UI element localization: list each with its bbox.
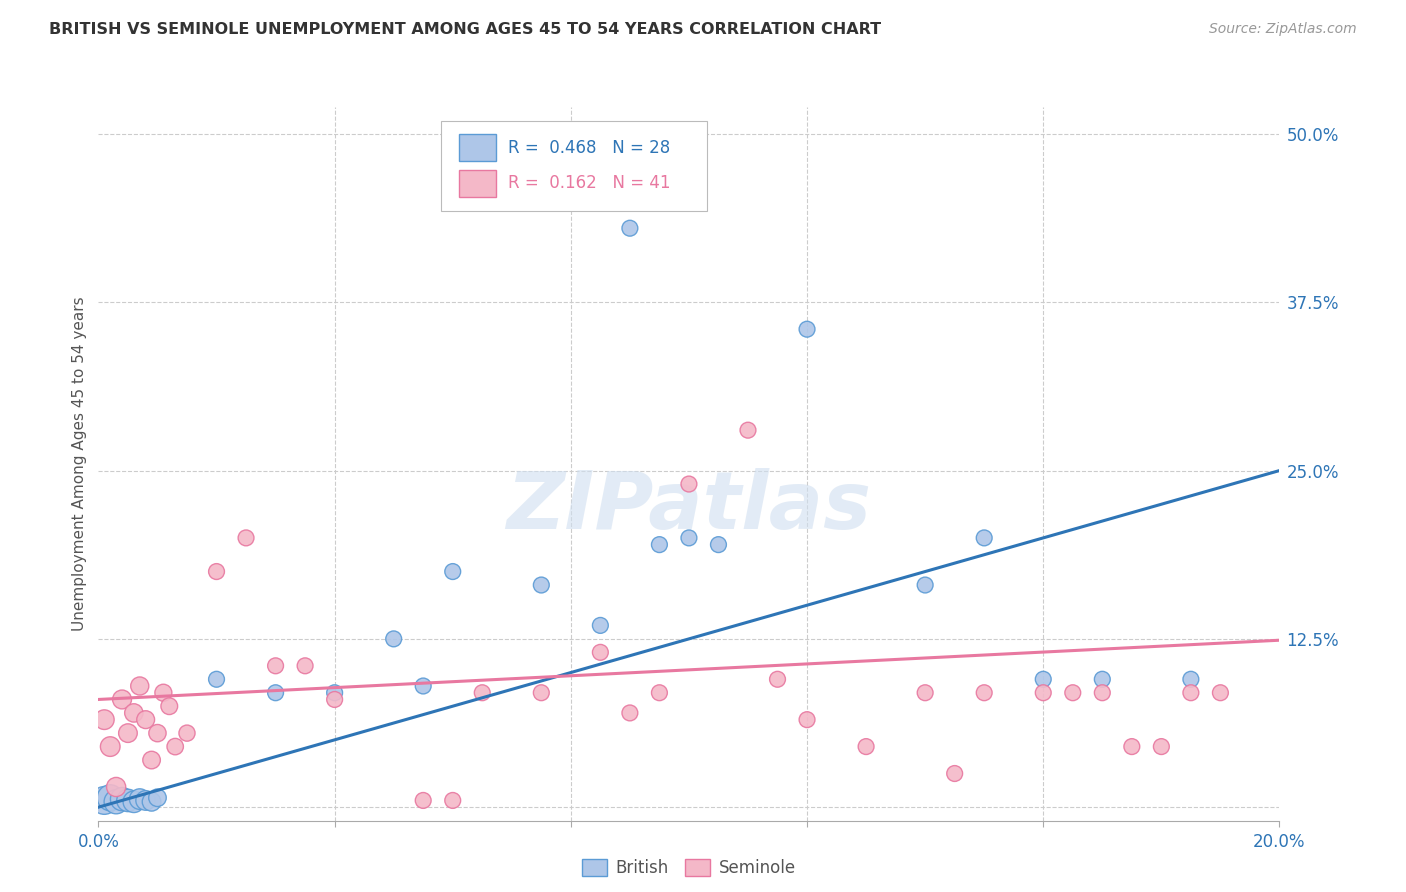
Point (105, 795, 128, 809)
Point (412, 793, 434, 807)
Text: Source: ZipAtlas.com: Source: ZipAtlas.com (1209, 22, 1357, 37)
Point (117, 793, 139, 807)
Point (973, 686, 995, 700)
Point (135, 793, 157, 807)
Legend: British, Seminole: British, Seminole (575, 852, 803, 884)
Point (530, 578, 553, 592)
Point (943, 766, 966, 780)
Point (471, 686, 494, 700)
Point (796, 713, 818, 727)
Y-axis label: Unemployment Among Ages 45 to 54 years: Unemployment Among Ages 45 to 54 years (72, 296, 87, 632)
Point (117, 726, 139, 740)
Point (98, 790, 121, 805)
Point (205, 565, 228, 579)
FancyBboxPatch shape (441, 121, 707, 211)
Point (1150, 739, 1173, 754)
Point (128, 792, 150, 806)
Point (619, 706, 641, 720)
Point (855, 739, 877, 754)
Point (1209, 686, 1232, 700)
Point (264, 686, 287, 700)
Point (1032, 673, 1054, 687)
Point (157, 699, 180, 714)
Point (294, 658, 316, 673)
Point (141, 753, 163, 767)
Point (93, 793, 115, 807)
Point (122, 706, 145, 720)
Point (589, 645, 612, 659)
Point (176, 726, 198, 740)
Text: ZIPatlas: ZIPatlas (506, 467, 872, 546)
Point (530, 686, 553, 700)
Point (648, 686, 671, 700)
Point (141, 795, 163, 809)
Point (93, 713, 115, 727)
Point (165, 739, 187, 754)
Point (1180, 686, 1202, 700)
Point (1032, 686, 1054, 700)
Point (1091, 686, 1114, 700)
Point (589, 618, 612, 632)
Point (382, 632, 405, 646)
Point (648, 538, 671, 552)
Point (135, 713, 157, 727)
Point (146, 726, 169, 740)
Point (1121, 739, 1143, 754)
Text: BRITISH VS SEMINOLE UNEMPLOYMENT AMONG AGES 45 TO 54 YEARS CORRELATION CHART: BRITISH VS SEMINOLE UNEMPLOYMENT AMONG A… (49, 22, 882, 37)
Point (619, 221, 641, 235)
Point (205, 673, 228, 687)
Point (412, 679, 434, 693)
Point (766, 673, 789, 687)
Point (323, 686, 346, 700)
Point (678, 531, 700, 545)
Point (1180, 673, 1202, 687)
FancyBboxPatch shape (458, 134, 496, 161)
Point (152, 686, 174, 700)
Point (678, 477, 700, 491)
Point (264, 658, 287, 673)
Point (441, 793, 464, 807)
Point (973, 531, 995, 545)
Point (98, 739, 121, 754)
Point (441, 565, 464, 579)
Point (1062, 686, 1084, 700)
Text: R =  0.468   N = 28: R = 0.468 N = 28 (508, 139, 671, 157)
Point (128, 679, 150, 693)
Point (737, 423, 759, 437)
Point (111, 792, 134, 806)
Point (914, 686, 936, 700)
Point (146, 790, 169, 805)
Text: R =  0.162   N = 41: R = 0.162 N = 41 (508, 175, 671, 193)
Point (235, 531, 257, 545)
Point (122, 795, 145, 809)
Point (323, 692, 346, 706)
Point (1091, 673, 1114, 687)
Point (707, 538, 730, 552)
FancyBboxPatch shape (458, 169, 496, 197)
Point (796, 322, 818, 336)
Point (914, 578, 936, 592)
Point (105, 780, 128, 794)
Point (111, 692, 134, 706)
